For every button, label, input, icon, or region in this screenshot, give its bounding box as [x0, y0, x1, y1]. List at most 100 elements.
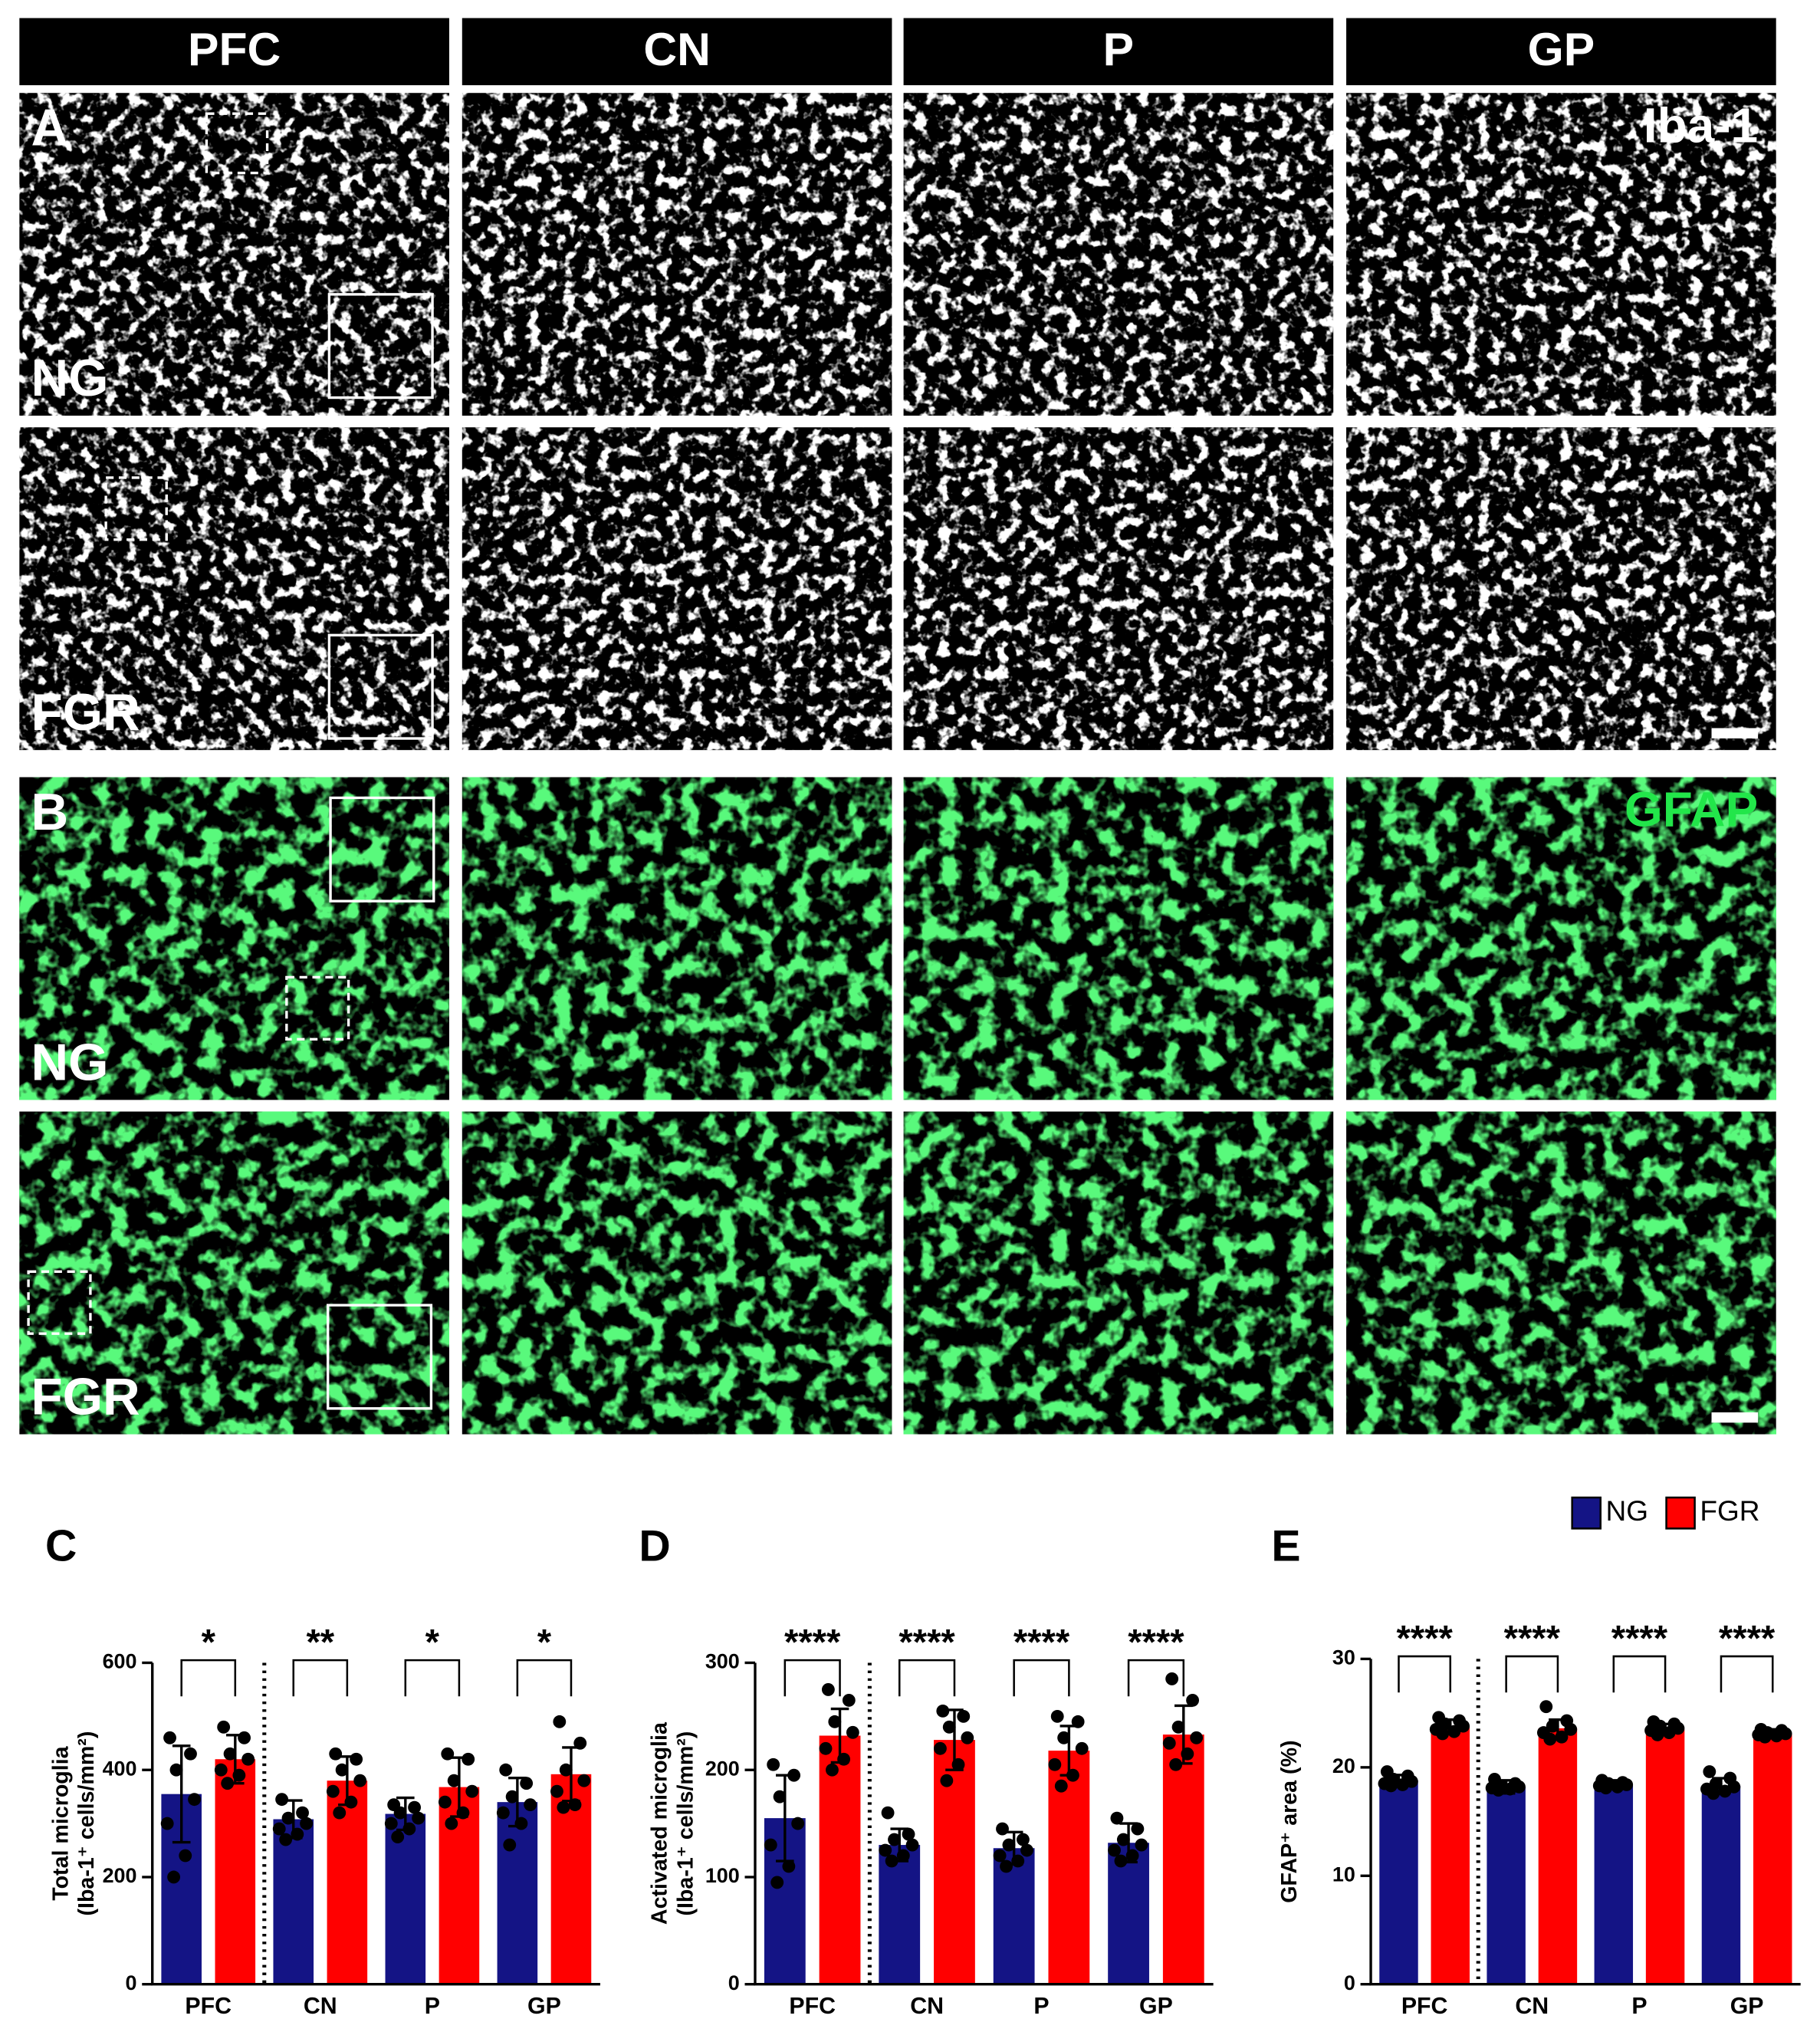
- data-point: [1135, 1838, 1148, 1852]
- data-point: [465, 1784, 479, 1798]
- micrograph-texture: [462, 777, 892, 1100]
- bar: [385, 1813, 426, 1984]
- significance-bracket: [292, 1659, 349, 1697]
- y-tick-label: 0: [1344, 1971, 1355, 1994]
- data-point: [1555, 1730, 1569, 1744]
- data-point: [1050, 1709, 1064, 1723]
- data-point: [550, 1784, 563, 1798]
- data-point: [996, 1822, 1009, 1836]
- data-point: [1384, 1779, 1398, 1793]
- data-point: [1020, 1843, 1033, 1857]
- scale-bar: [1711, 728, 1759, 739]
- data-point: [821, 1683, 835, 1696]
- significance-label: ****: [1128, 1621, 1184, 1662]
- data-point: [163, 1731, 176, 1744]
- data-point: [499, 1763, 513, 1777]
- data-point: [412, 1811, 425, 1825]
- significance-label: *: [202, 1621, 216, 1662]
- data-point: [896, 1849, 910, 1863]
- x-tick-label: P: [1033, 1994, 1049, 2019]
- data-point: [568, 1798, 582, 1812]
- overlays: NG FGR A Iba-1 NG FGR B GFAP: [27, 97, 1759, 1425]
- data-point: [1492, 1784, 1505, 1797]
- micrograph-texture: [1346, 777, 1776, 1100]
- micrograph-texture: [903, 777, 1334, 1100]
- data-point: [787, 1768, 801, 1782]
- data-point: [819, 1741, 833, 1755]
- micrograph-texture: [19, 1111, 449, 1435]
- data-point: [951, 1757, 965, 1771]
- column-header: PFC: [188, 23, 281, 75]
- data-point: [296, 1806, 309, 1820]
- panel-label: E: [1271, 1521, 1300, 1570]
- data-point: [272, 1822, 286, 1836]
- axes: [754, 1662, 1214, 1986]
- bar: [327, 1780, 368, 1984]
- micrograph-texture: [1346, 427, 1776, 751]
- data-point: [1396, 1778, 1409, 1791]
- data-point: [837, 1752, 851, 1766]
- data-point: [1000, 1859, 1013, 1873]
- data-point: [1017, 1833, 1030, 1846]
- data-point: [326, 1784, 340, 1798]
- micrograph-texture: [462, 427, 892, 751]
- significance-bracket: [1127, 1659, 1185, 1697]
- data-point: [241, 1752, 255, 1766]
- roi-box: [205, 112, 269, 175]
- data-point: [557, 1800, 570, 1814]
- data-point: [281, 1811, 295, 1825]
- x-tick-label: GP: [1730, 1994, 1764, 2019]
- significance-bracket: [516, 1659, 573, 1697]
- column-header-bg: [19, 18, 449, 86]
- column-header: P: [1103, 23, 1134, 75]
- significance-label: *: [537, 1621, 552, 1662]
- y-axis-label: (Iba-1⁺ cells/mm²): [673, 1731, 698, 1916]
- micrograph-texture: [1346, 1111, 1776, 1435]
- data-point: [217, 1720, 231, 1734]
- bar: [1379, 1780, 1418, 1984]
- data-point: [456, 1806, 470, 1820]
- bar: [934, 1740, 975, 1984]
- significance-bracket: [1612, 1655, 1667, 1693]
- data-point: [1108, 1843, 1121, 1857]
- y-tick-label: 100: [705, 1864, 740, 1887]
- micrograph-texture: [903, 1111, 1334, 1435]
- data-point: [782, 1859, 796, 1873]
- data-point: [1171, 1720, 1185, 1734]
- data-point: [520, 1777, 534, 1790]
- error-bar: [172, 1744, 191, 1844]
- data-point: [1539, 1700, 1553, 1714]
- data-point: [885, 1854, 899, 1868]
- data-point: [826, 1763, 839, 1777]
- column-header-bg: [462, 18, 892, 86]
- data-point: [1651, 1728, 1664, 1741]
- data-point: [221, 1777, 235, 1790]
- data-point: [184, 1747, 197, 1761]
- data-point: [300, 1817, 314, 1830]
- inset-box: [329, 796, 435, 903]
- data-point: [188, 1793, 201, 1807]
- significance-label: ****: [1504, 1617, 1561, 1658]
- data-point: [1703, 1765, 1717, 1778]
- significance-bracket: [180, 1659, 237, 1697]
- data-point: [936, 1704, 950, 1718]
- data-point: [514, 1817, 528, 1830]
- data-point: [1169, 1757, 1183, 1771]
- significance-bracket: [784, 1659, 841, 1697]
- bar: [1538, 1728, 1578, 1984]
- bar: [1487, 1787, 1526, 1984]
- y-tick-label: 200: [103, 1864, 137, 1887]
- micrograph-texture: [903, 427, 1334, 751]
- row-label: FGR: [31, 1368, 140, 1425]
- significance-bracket: [898, 1659, 956, 1697]
- significance-label: ****: [1611, 1617, 1668, 1658]
- legend-label: FGR: [1700, 1494, 1759, 1527]
- data-point: [384, 1817, 398, 1830]
- data-point: [577, 1774, 591, 1787]
- data-point: [275, 1793, 289, 1807]
- significance-label: *: [425, 1621, 440, 1662]
- data-point: [1131, 1822, 1145, 1836]
- data-point: [888, 1833, 901, 1846]
- data-point: [505, 1790, 519, 1803]
